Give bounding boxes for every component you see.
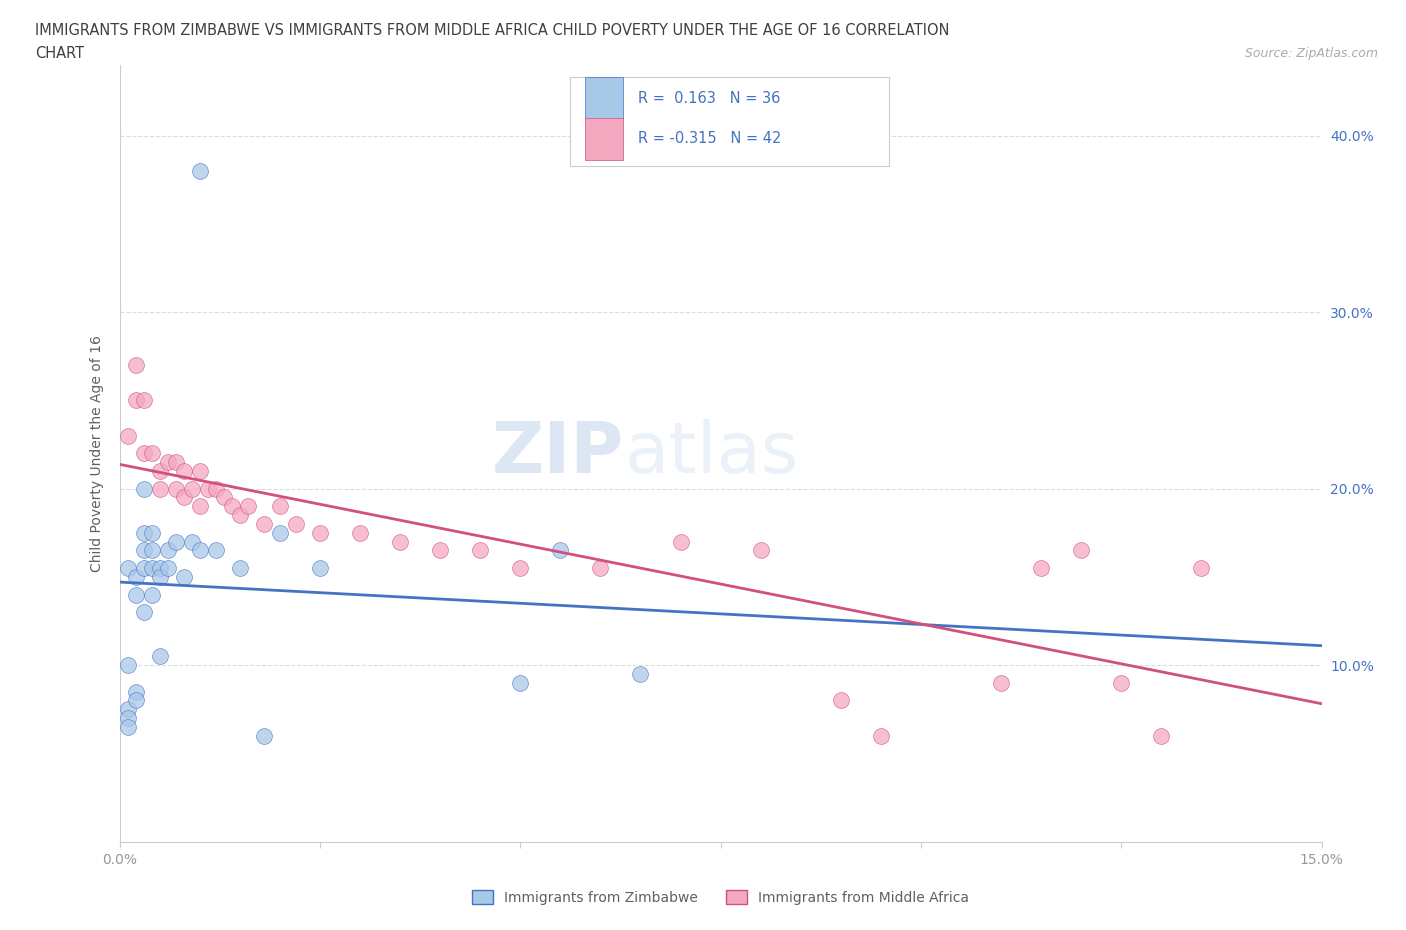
Point [124, 358, 146, 373]
Point [141, 446, 163, 461]
Point [132, 543, 155, 558]
Bar [585, 77, 623, 120]
Point [156, 543, 179, 558]
Point [117, 429, 139, 444]
Point [869, 728, 893, 743]
Point [509, 675, 531, 690]
Point [1191, 561, 1213, 576]
Point [749, 543, 772, 558]
Legend: Immigrants from Zimbabwe, Immigrants from Middle Africa: Immigrants from Zimbabwe, Immigrants fro… [472, 890, 969, 905]
Point [165, 481, 187, 496]
Point [188, 164, 211, 179]
Point [141, 587, 163, 602]
Point [236, 498, 259, 513]
Point [132, 446, 155, 461]
Point [589, 561, 612, 576]
Point [1070, 543, 1092, 558]
Point [149, 569, 172, 584]
Text: atlas: atlas [624, 418, 799, 488]
Point [284, 516, 307, 531]
Point [124, 684, 146, 699]
Point [228, 508, 252, 523]
Point [132, 481, 155, 496]
Point [149, 463, 172, 478]
Point [141, 543, 163, 558]
Point [468, 543, 492, 558]
Text: ZIP: ZIP [492, 418, 624, 488]
Point [349, 525, 371, 540]
Point [141, 561, 163, 576]
Point [197, 481, 219, 496]
Point [117, 702, 139, 717]
Point [132, 604, 155, 619]
Point [1111, 675, 1133, 690]
Text: IMMIGRANTS FROM ZIMBABWE VS IMMIGRANTS FROM MIDDLE AFRICA CHILD POVERTY UNDER TH: IMMIGRANTS FROM ZIMBABWE VS IMMIGRANTS F… [35, 23, 949, 38]
Text: CHART: CHART [35, 46, 84, 61]
Point [669, 534, 692, 549]
Point [165, 455, 187, 470]
Point [269, 525, 291, 540]
Point [124, 393, 146, 408]
Point [117, 561, 139, 576]
FancyBboxPatch shape [571, 77, 889, 166]
Point [253, 516, 276, 531]
Point [132, 393, 155, 408]
Point [117, 720, 139, 735]
Point [429, 543, 451, 558]
Point [388, 534, 412, 549]
Point [180, 481, 202, 496]
Point [173, 569, 195, 584]
Point [990, 675, 1012, 690]
Point [830, 693, 852, 708]
Point [228, 561, 252, 576]
Point [149, 481, 172, 496]
Point [156, 561, 179, 576]
Point [173, 490, 195, 505]
Point [221, 498, 243, 513]
Point [156, 455, 179, 470]
Point [132, 525, 155, 540]
Point [124, 569, 146, 584]
Point [141, 525, 163, 540]
Bar [585, 117, 623, 160]
Point [149, 561, 172, 576]
Point [132, 561, 155, 576]
Point [550, 543, 572, 558]
Text: R =  0.163   N = 36: R = 0.163 N = 36 [638, 91, 780, 106]
Point [188, 463, 211, 478]
Point [630, 667, 652, 682]
Point [204, 481, 226, 496]
Y-axis label: Child Poverty Under the Age of 16: Child Poverty Under the Age of 16 [90, 335, 104, 572]
Point [269, 498, 291, 513]
Text: R = -0.315   N = 42: R = -0.315 N = 42 [638, 131, 780, 146]
Point [117, 711, 139, 725]
Point [149, 649, 172, 664]
Point [1029, 561, 1052, 576]
Point [124, 693, 146, 708]
Point [309, 525, 332, 540]
Point [124, 587, 146, 602]
Point [180, 534, 202, 549]
Text: Source: ZipAtlas.com: Source: ZipAtlas.com [1244, 46, 1378, 60]
Point [188, 543, 211, 558]
Point [212, 490, 235, 505]
Point [253, 728, 276, 743]
Point [117, 658, 139, 672]
Point [165, 534, 187, 549]
Point [204, 543, 226, 558]
Point [309, 561, 332, 576]
Point [188, 498, 211, 513]
Point [509, 561, 531, 576]
Point [173, 463, 195, 478]
Point [1150, 728, 1173, 743]
